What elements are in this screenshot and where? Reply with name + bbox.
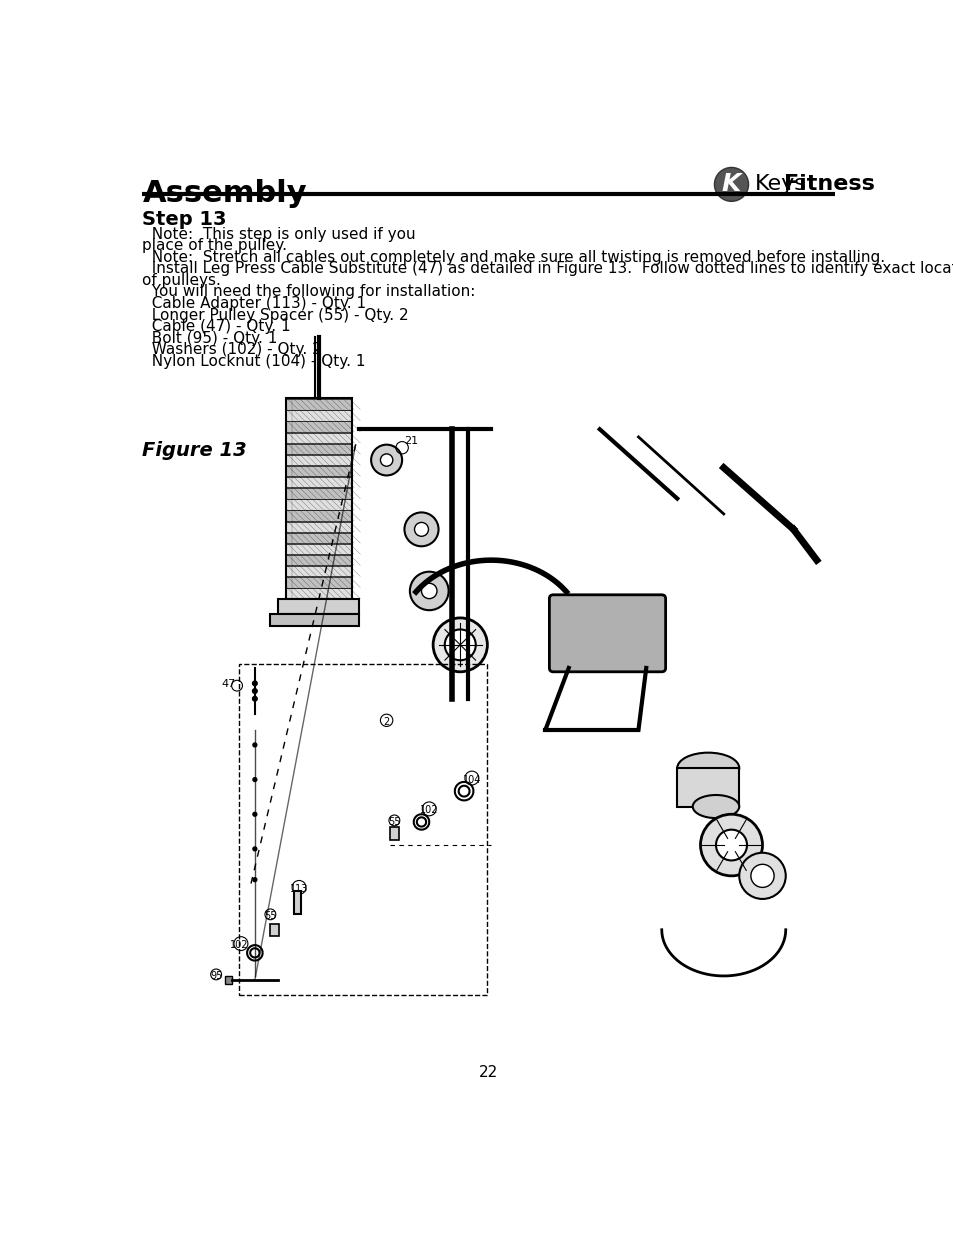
Text: 55: 55 [264,911,276,921]
Circle shape [253,813,256,816]
Bar [286,399,352,599]
Text: place of the pulley.: place of the pulley. [142,238,287,253]
Text: Washers (102) - Qty. 2: Washers (102) - Qty. 2 [142,342,322,357]
Circle shape [253,743,256,747]
Bar [278,599,359,614]
Text: Longer Pulley Spacer (55) - Qty. 2: Longer Pulley Spacer (55) - Qty. 2 [142,308,409,322]
FancyBboxPatch shape [549,595,665,672]
Circle shape [253,697,257,701]
Text: Keys: Keys [754,174,806,194]
Text: Note:  This step is only used if you: Note: This step is only used if you [142,227,420,242]
Bar [286,532,352,543]
Circle shape [371,445,402,475]
Bar [286,555,352,566]
Bar [286,421,352,432]
Text: 2: 2 [383,716,390,727]
Bar [270,614,359,626]
Text: You will need the following for installation:: You will need the following for installa… [142,284,476,300]
Circle shape [253,689,257,693]
Bar [286,477,352,488]
Circle shape [700,814,761,876]
Text: of pulleys.: of pulleys. [142,273,221,288]
Text: Step 13: Step 13 [142,210,227,228]
Text: Fitness: Fitness [783,174,874,194]
Bar [286,432,352,443]
Circle shape [415,522,428,536]
Bar [286,543,352,555]
Circle shape [716,830,746,861]
Bar [225,976,232,983]
Text: Note:  Stretch all cables out completely and make sure all twisting is removed b: Note: Stretch all cables out completely … [142,249,884,264]
Text: Figure 13: Figure 13 [142,441,247,459]
Circle shape [444,630,476,661]
Bar [390,827,398,840]
Text: Nylon Locknut (104) - Qty. 1: Nylon Locknut (104) - Qty. 1 [142,353,366,369]
Bar [270,924,278,936]
Bar [286,443,352,454]
Text: 102: 102 [230,940,249,950]
Circle shape [750,864,773,888]
Text: 21: 21 [403,436,417,446]
Text: 102: 102 [419,805,438,815]
Text: Assembly: Assembly [142,179,307,207]
Bar [294,892,301,914]
Bar [286,466,352,477]
Circle shape [433,618,487,672]
Text: 22: 22 [478,1065,498,1079]
Bar [286,588,352,599]
Text: 95: 95 [210,971,222,981]
Circle shape [714,168,748,201]
Bar [286,510,352,521]
Text: 104: 104 [462,774,480,784]
Circle shape [253,878,256,882]
Bar [239,664,487,995]
Text: Bolt (95) - Qty. 1: Bolt (95) - Qty. 1 [142,331,277,346]
Ellipse shape [692,795,739,818]
Text: 113: 113 [290,884,308,894]
Bar [286,577,352,588]
Circle shape [410,572,448,610]
Circle shape [253,680,257,685]
Bar [286,499,352,510]
Circle shape [253,847,256,851]
Circle shape [421,583,436,599]
Text: Install Leg Press Cable Substitute (47) as detailed in Figure 13.  Follow dotted: Install Leg Press Cable Substitute (47) … [142,262,953,277]
Text: K: K [721,173,740,196]
Circle shape [739,852,785,899]
Text: Cable (47) - Qty. 1: Cable (47) - Qty. 1 [142,319,291,335]
Circle shape [253,778,256,782]
Text: 47: 47 [221,679,235,689]
Circle shape [404,513,438,546]
Bar [286,566,352,577]
Ellipse shape [677,752,739,783]
Bar [286,410,352,421]
Bar [286,454,352,466]
Bar [286,399,352,410]
Bar [677,768,739,806]
Bar [286,488,352,499]
Text: Cable Adapter (113) - Qty. 1: Cable Adapter (113) - Qty. 1 [142,296,366,311]
Bar [286,521,352,532]
Circle shape [380,454,393,466]
Text: 55: 55 [388,816,400,827]
